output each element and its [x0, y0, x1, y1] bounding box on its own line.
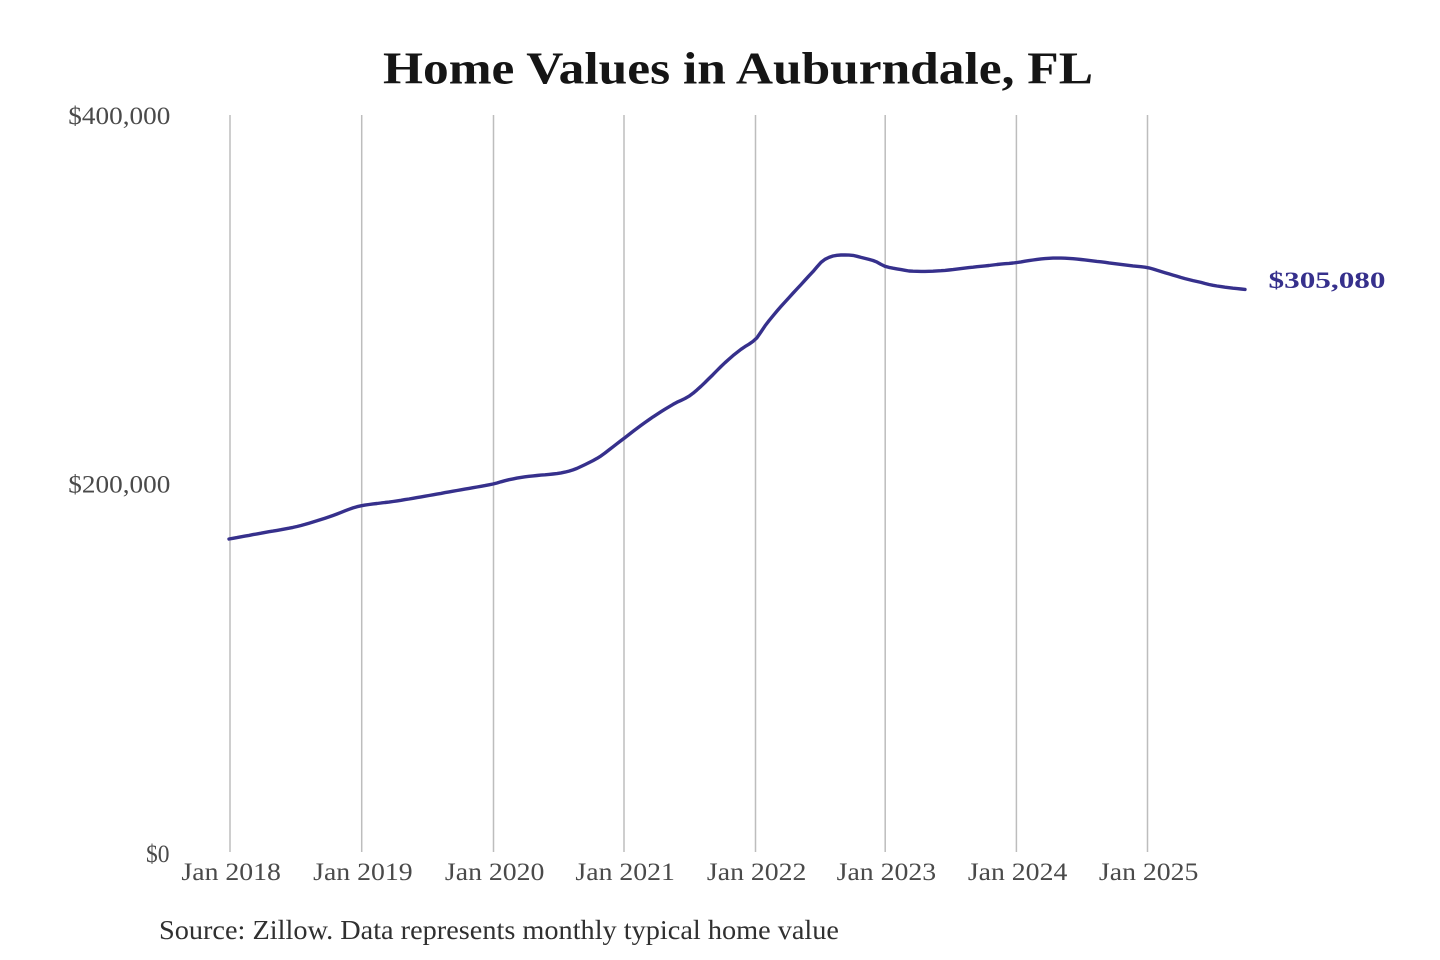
svg-text:Source: Zillow. Data represent: Source: Zillow. Data represents monthly …	[159, 915, 839, 945]
svg-text:Jan 2025: Jan 2025	[1099, 859, 1199, 886]
svg-text:Jan 2023: Jan 2023	[837, 859, 937, 886]
svg-text:Home Values in Auburndale, FL: Home Values in Auburndale, FL	[383, 44, 1093, 94]
svg-text:Jan 2022: Jan 2022	[707, 859, 807, 886]
svg-text:$305,080: $305,080	[1269, 268, 1386, 293]
svg-text:Jan 2018: Jan 2018	[181, 859, 281, 886]
svg-text:Jan 2019: Jan 2019	[313, 859, 413, 886]
svg-text:Jan 2024: Jan 2024	[968, 859, 1068, 886]
svg-text:Jan 2021: Jan 2021	[575, 859, 675, 886]
svg-text:Jan 2020: Jan 2020	[445, 859, 545, 886]
svg-text:$0: $0	[146, 841, 170, 868]
svg-text:$400,000: $400,000	[68, 103, 170, 130]
svg-text:$200,000: $200,000	[68, 472, 170, 499]
